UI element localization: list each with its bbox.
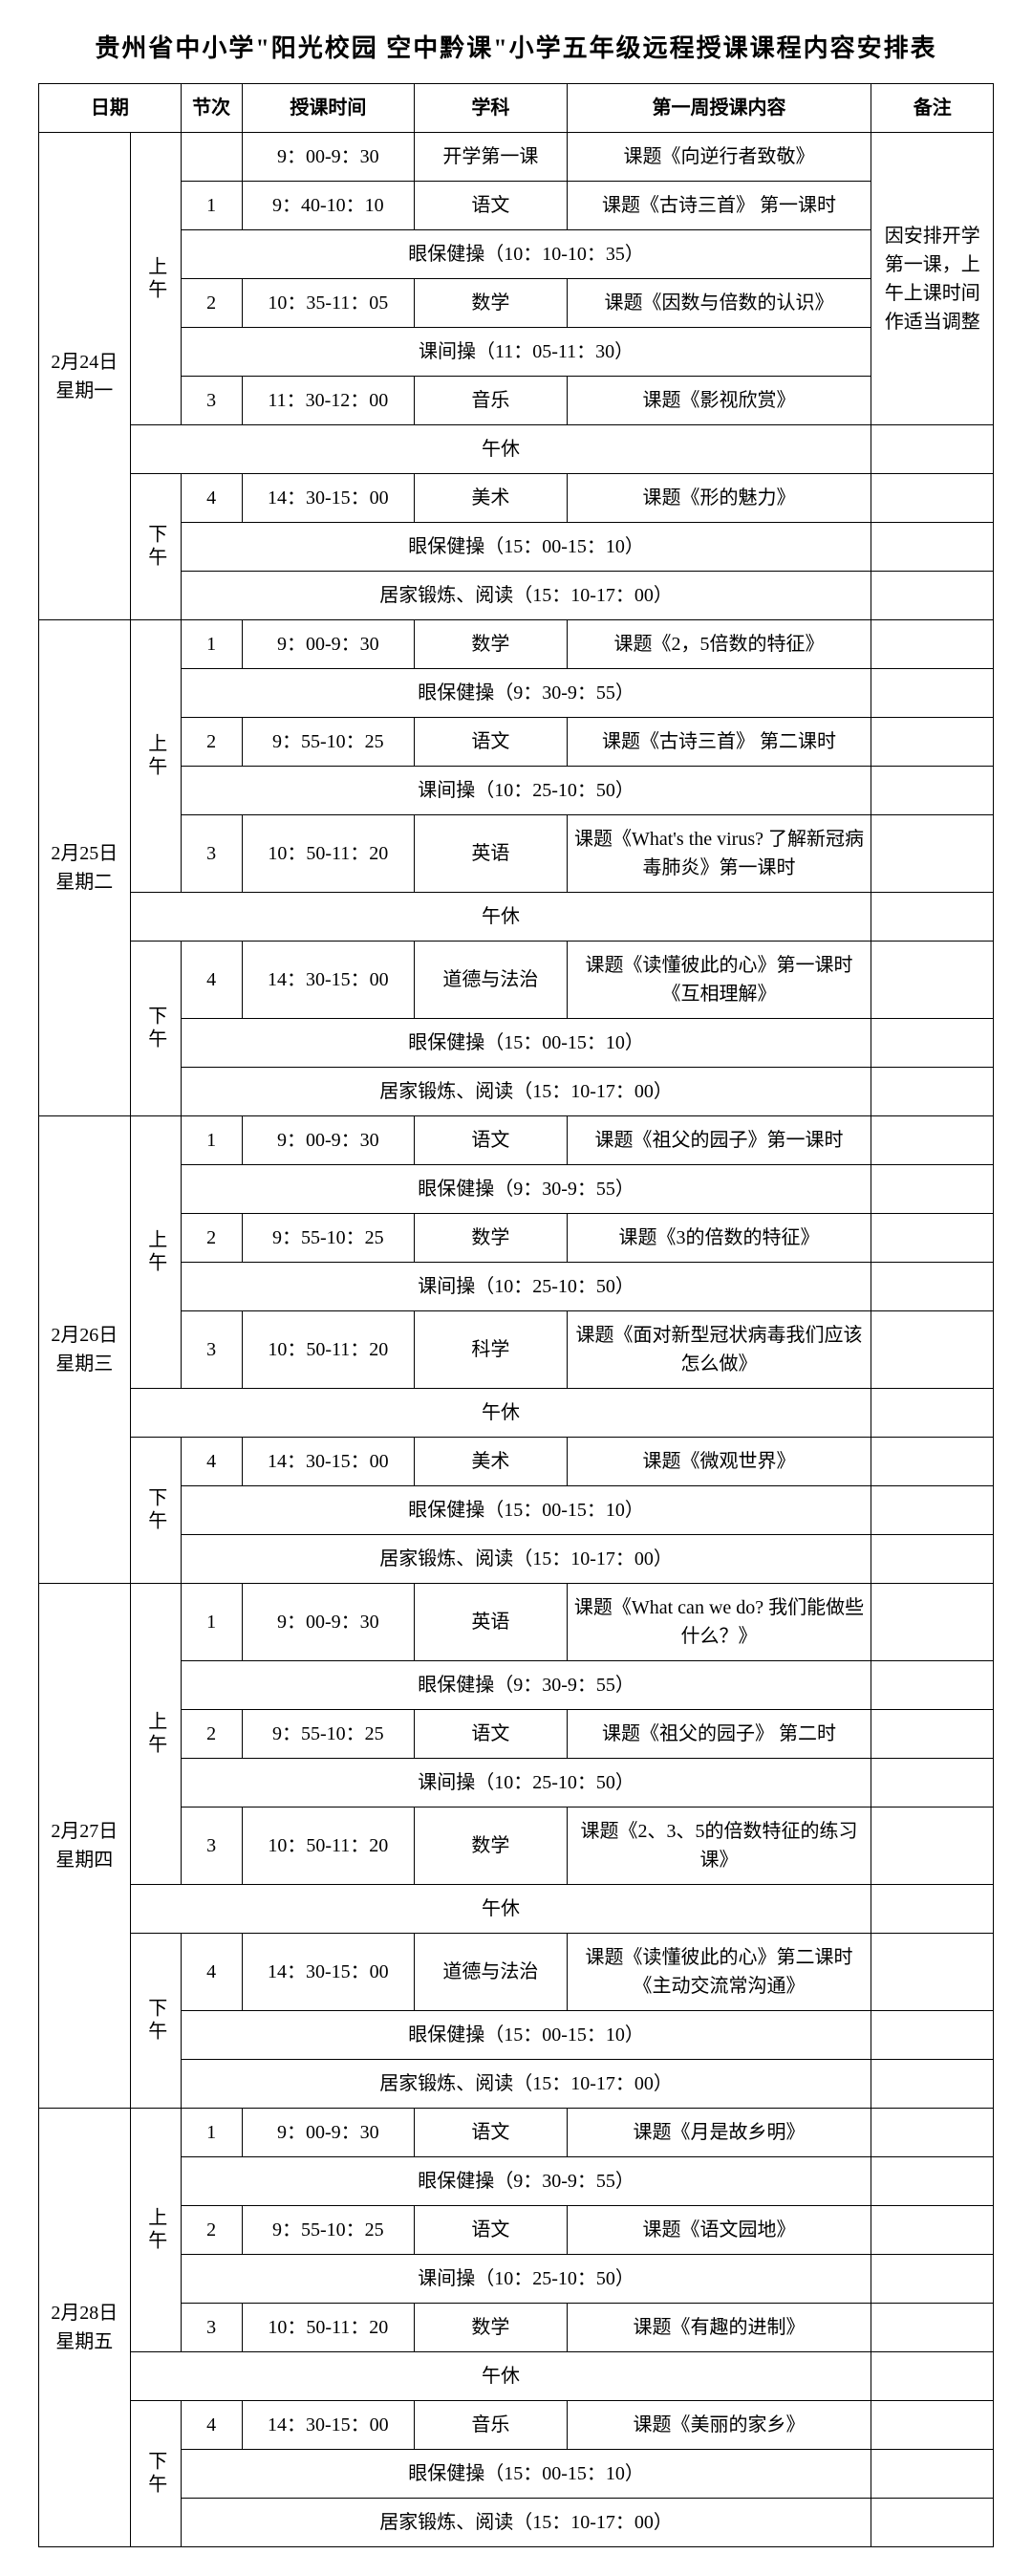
- break-row: 眼保健操（9：30-9：55）: [181, 669, 871, 718]
- break-row: 课间操（11：05-11：30）: [181, 328, 871, 377]
- lunch-row: 午休: [130, 2352, 871, 2401]
- date-cell: 2月24日星期一: [39, 133, 131, 620]
- header-time: 授课时间: [242, 84, 415, 133]
- session-morning: 上午: [130, 1584, 181, 1885]
- break-row: 居家锻炼、阅读（15：10-17：00）: [181, 1535, 871, 1584]
- break-row: 居家锻炼、阅读（15：10-17：00）: [181, 2499, 871, 2547]
- period-num: [181, 133, 242, 182]
- break-row: 居家锻炼、阅读（15：10-17：00）: [181, 1068, 871, 1116]
- break-row: 眼保健操（15：00-15：10）: [181, 1019, 871, 1068]
- date-cell: 2月28日星期五: [39, 2109, 131, 2547]
- break-row: 眼保健操（9：30-9：55）: [181, 1661, 871, 1710]
- note-cell: 因安排开学第一课，上午上课时间作适当调整: [871, 133, 994, 425]
- header-period: 节次: [181, 84, 242, 133]
- session-morning: 上午: [130, 133, 181, 425]
- break-row: 眼保健操（15：00-15：10）: [181, 523, 871, 572]
- break-row: 课间操（10：25-10：50）: [181, 1263, 871, 1311]
- break-row: 眼保健操（15：00-15：10）: [181, 1486, 871, 1535]
- session-morning: 上午: [130, 2109, 181, 2352]
- class-subject: 开学第一课: [415, 133, 567, 182]
- header-content: 第一周授课内容: [567, 84, 871, 133]
- class-content: 课题《向逆行者致敬》: [567, 133, 871, 182]
- session-afternoon: 下午: [130, 1438, 181, 1584]
- session-morning: 上午: [130, 1116, 181, 1389]
- break-row: 眼保健操（9：30-9：55）: [181, 1165, 871, 1214]
- session-morning: 上午: [130, 620, 181, 893]
- class-time: 9：00-9：30: [242, 133, 415, 182]
- break-row: 居家锻炼、阅读（15：10-17：00）: [181, 572, 871, 620]
- header-subject: 学科: [415, 84, 567, 133]
- page-title: 贵州省中小学"阳光校园 空中黔课"小学五年级远程授课课程内容安排表: [38, 29, 994, 64]
- date-cell: 2月25日星期二: [39, 620, 131, 1116]
- lunch-row: 午休: [130, 1885, 871, 1934]
- lunch-row: 午休: [130, 1389, 871, 1438]
- break-row: 眼保健操（9：30-9：55）: [181, 2157, 871, 2206]
- schedule-page: 贵州省中小学"阳光校园 空中黔课"小学五年级远程授课课程内容安排表 日期节次授课…: [0, 0, 1032, 2576]
- break-row: 眼保健操（15：00-15：10）: [181, 2450, 871, 2499]
- break-row: 眼保健操（15：00-15：10）: [181, 2011, 871, 2060]
- break-row: 居家锻炼、阅读（15：10-17：00）: [181, 2060, 871, 2109]
- break-row: 课间操（10：25-10：50）: [181, 2255, 871, 2304]
- session-afternoon: 下午: [130, 942, 181, 1116]
- header-date: 日期: [39, 84, 182, 133]
- break-row: 课间操（10：25-10：50）: [181, 767, 871, 815]
- break-row: 眼保健操（10：10-10：35）: [181, 230, 871, 279]
- header-note: 备注: [871, 84, 994, 133]
- date-cell: 2月27日星期四: [39, 1584, 131, 2109]
- lunch-row: 午休: [130, 893, 871, 942]
- break-row: 课间操（10：25-10：50）: [181, 1759, 871, 1808]
- lunch-row: 午休: [130, 425, 871, 474]
- session-afternoon: 下午: [130, 1934, 181, 2109]
- date-cell: 2月26日星期三: [39, 1116, 131, 1584]
- session-afternoon: 下午: [130, 474, 181, 620]
- session-afternoon: 下午: [130, 2401, 181, 2547]
- schedule-table: 日期节次授课时间学科第一周授课内容备注2月24日星期一上午9：00-9：30开学…: [38, 83, 994, 2547]
